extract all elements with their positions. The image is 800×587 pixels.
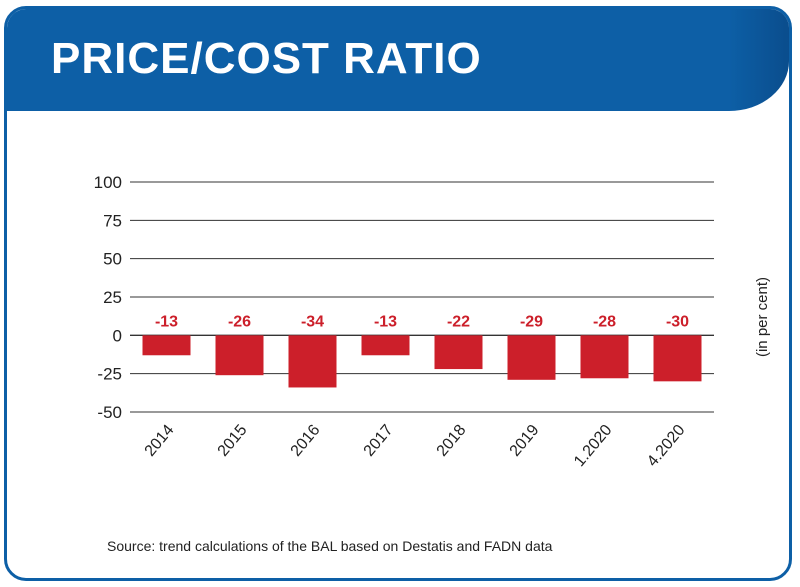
bars	[142, 335, 702, 388]
x-tick-label: 2019	[507, 422, 543, 460]
y-tick-label: 75	[103, 211, 122, 230]
bar	[434, 335, 483, 370]
data-label: -34	[301, 313, 324, 330]
bar	[507, 335, 556, 380]
x-tick-label: 2015	[215, 422, 251, 460]
bar	[580, 335, 629, 379]
x-tick-label: 1.2020	[571, 422, 616, 470]
data-label: -29	[520, 313, 543, 330]
bar	[215, 335, 264, 376]
data-label: -28	[593, 313, 616, 330]
bar	[288, 335, 337, 388]
y-tick-label: -25	[97, 365, 122, 384]
x-tick-label: 2016	[288, 422, 324, 460]
chart-card: PRICE/COST RATIO	[4, 6, 792, 581]
bar	[361, 335, 410, 356]
y-tick-label: 100	[94, 173, 122, 192]
x-tick-label: 2017	[361, 422, 397, 460]
data-labels: -13 -26 -34 -13 -22 -29 -28 -30	[155, 313, 689, 330]
y-axis-label: (in per cent)	[754, 277, 771, 357]
y-tick-label: -50	[97, 403, 122, 422]
y-axis-ticks: 100 75 50 25 0 -25 -50	[94, 173, 122, 422]
y-tick-label: 50	[103, 250, 122, 269]
data-label: -13	[155, 313, 178, 330]
bar	[653, 335, 702, 382]
x-tick-label: 4.2020	[644, 422, 689, 470]
x-tick-label: 2018	[434, 422, 470, 460]
source-note: Source: trend calculations of the BAL ba…	[107, 538, 553, 554]
data-label: -22	[447, 313, 470, 330]
y-tick-label: 0	[113, 326, 122, 345]
data-label: -26	[228, 313, 251, 330]
bar	[142, 335, 191, 356]
x-tick-label: 2014	[142, 422, 178, 460]
y-tick-label: 25	[103, 288, 122, 307]
data-label: -13	[374, 313, 397, 330]
chart-title: PRICE/COST RATIO	[51, 34, 482, 83]
x-axis-ticks: 2014 2015 2016 2017 2018 2019 1.2020 4.2020	[142, 422, 689, 470]
data-label: -30	[666, 313, 689, 330]
